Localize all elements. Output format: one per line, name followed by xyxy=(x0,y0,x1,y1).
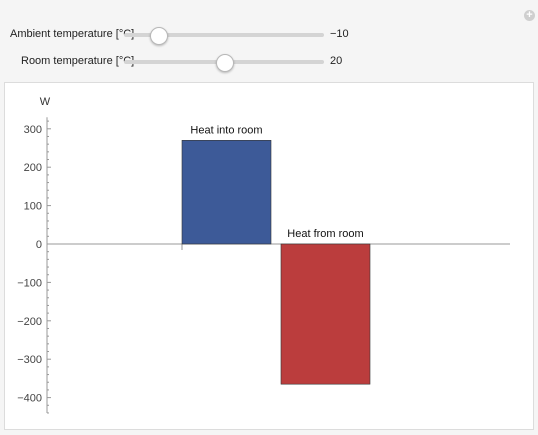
bar-label: Heat into room xyxy=(190,124,262,136)
chart-panel: W 300 200 100 0 −100 −200 −300 −400 Heat into r… xyxy=(4,82,534,430)
y-tick-label: −100 xyxy=(17,277,42,289)
y-tick-label: −200 xyxy=(17,316,42,328)
ambient-temperature-value: −10 xyxy=(330,28,349,40)
bars: Heat into room Heat from room xyxy=(181,124,371,385)
slider-thumb[interactable] xyxy=(150,27,168,45)
y-axis-label: W xyxy=(40,96,51,108)
room-temperature-label: Room temperature [°C] xyxy=(21,55,135,67)
slider-thumb[interactable] xyxy=(216,54,234,72)
room-temperature-value: 20 xyxy=(330,55,343,67)
bar xyxy=(181,140,272,245)
room-temperature-control: Room temperature [°C] 20 xyxy=(0,52,538,72)
plus-icon[interactable]: + xyxy=(524,10,535,21)
y-tick-label: 200 xyxy=(24,162,42,174)
ambient-temperature-control: Ambient temperature [°C] −10 xyxy=(0,25,538,45)
y-axis: 300 200 100 0 −100 −200 −300 −400 xyxy=(17,117,510,414)
slider-track[interactable] xyxy=(124,33,324,37)
bar xyxy=(280,243,371,385)
bar-label: Heat from room xyxy=(287,228,363,240)
y-tick-label: 100 xyxy=(24,201,42,213)
ambient-temperature-slider[interactable] xyxy=(124,25,324,45)
room-temperature-slider[interactable] xyxy=(124,52,324,72)
y-tick-label: −300 xyxy=(17,354,42,366)
heat-bar-chart: W 300 200 100 0 −100 −200 −300 −400 Heat into r… xyxy=(17,96,510,414)
ambient-temperature-label: Ambient temperature [°C] xyxy=(10,28,135,40)
y-tick-label: 0 xyxy=(36,239,42,251)
y-tick-label: −400 xyxy=(17,393,42,405)
y-tick-label: 300 xyxy=(24,124,42,136)
